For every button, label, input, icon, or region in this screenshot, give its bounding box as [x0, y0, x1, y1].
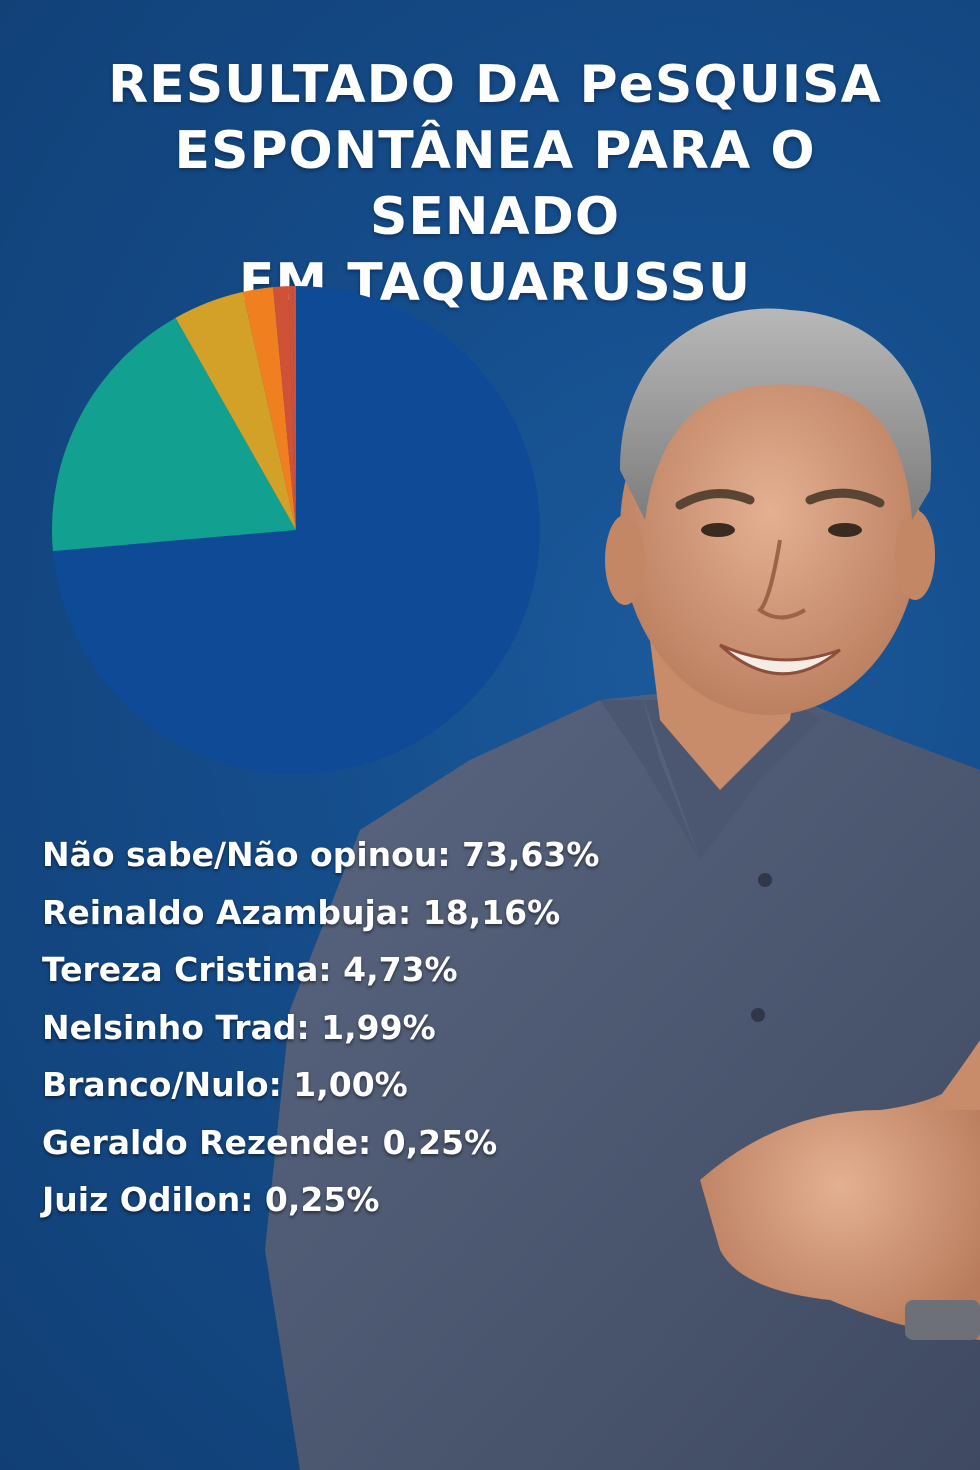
legend-item-branco-nulo: Branco/Nulo: 1,00%	[42, 1065, 408, 1104]
legend: Não sabe/Não opinou: 73,63% Reinaldo Aza…	[42, 826, 662, 1229]
legend-item-nao-sabe: Não sabe/Não opinou: 73,63%	[42, 835, 600, 874]
pie-slice-geraldo-rezende	[288, 286, 296, 530]
pie-slice-tereza-cristina	[175, 291, 296, 530]
pie-slice-nelsinho-trad	[242, 287, 296, 530]
legend-item-tereza-cristina: Tereza Cristina: 4,73%	[42, 950, 458, 989]
pie-slice-branco-nulo	[273, 286, 296, 530]
pie-slice-juiz-odilon	[292, 286, 296, 530]
legend-item-juiz-odilon: Juiz Odilon: 0,25%	[42, 1180, 380, 1219]
legend-item-nelsinho-trad: Nelsinho Trad: 1,99%	[42, 1007, 436, 1047]
title-line-1: RESULTADO DA PeSQUISA	[108, 55, 882, 115]
pie-slice-n-o-sabe-n-o-opinou	[52, 286, 540, 774]
page-title: RESULTADO DA PeSQUISA ESPONTÂNEA PARA O …	[40, 52, 950, 316]
legend-item-geraldo-rezende: Geraldo Rezende: 0,25%	[42, 1122, 498, 1162]
pie-chart	[51, 286, 540, 774]
title-line-2: ESPONTÂNEA PARA O SENADO	[174, 121, 816, 247]
legend-item-reinaldo-azambuja: Reinaldo Azambuja: 18,16%	[42, 892, 561, 932]
pie-slice-reinaldo-azambuja	[51, 317, 296, 552]
